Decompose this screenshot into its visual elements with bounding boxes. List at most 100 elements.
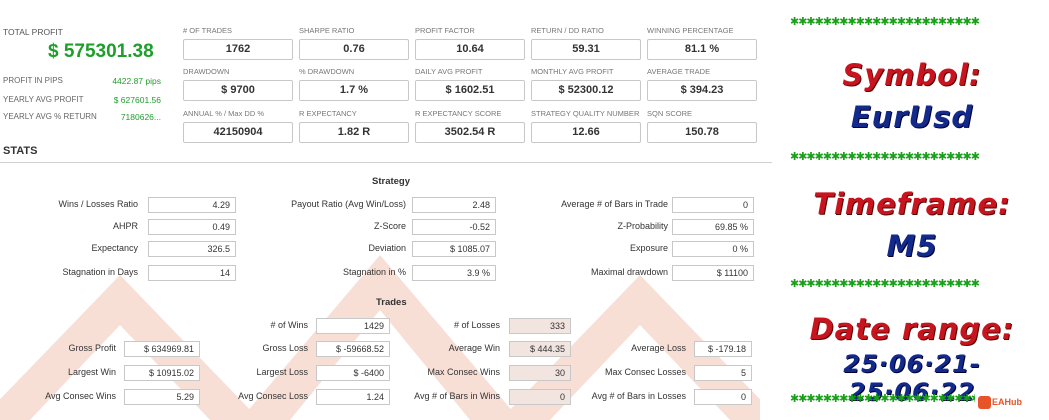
trade-label: Max Consec Losses bbox=[604, 367, 686, 377]
stat-label: Average # of Bars in Trade bbox=[561, 199, 668, 209]
trade-label: Avg # of Bars in Losses bbox=[591, 391, 686, 401]
symbol-value: EurUsd bbox=[850, 100, 974, 134]
metric-card: R EXPECTANCY 1.82 R bbox=[299, 109, 409, 143]
stat-value: 69.85 % bbox=[672, 219, 754, 235]
metric-label: DRAWDOWN bbox=[183, 67, 230, 76]
eahub-logo-icon bbox=[978, 396, 991, 409]
total-profit-value: $ 575301.38 bbox=[48, 41, 154, 62]
metric-label: % DRAWDOWN bbox=[299, 67, 355, 76]
timeframe-label: Timeframe: bbox=[813, 187, 1011, 221]
trade-value: $ 444.35 bbox=[509, 341, 571, 357]
trade-label: Avg # of Bars in Wins bbox=[414, 391, 500, 401]
trade-label: Largest Win bbox=[67, 367, 116, 377]
stat-value: 4.29 bbox=[148, 197, 236, 213]
trade-value: 5.29 bbox=[124, 389, 200, 405]
summary-row-label: YEARLY AVG PROFIT bbox=[3, 95, 84, 104]
metric-card: # OF TRADES 1762 bbox=[183, 26, 293, 60]
stat-label: Exposure bbox=[629, 243, 668, 253]
trade-value: 0 bbox=[694, 389, 752, 405]
summary-row-value: 7180626... bbox=[120, 112, 161, 122]
stars-divider: ✱✱✱✱✱✱✱✱✱✱✱✱✱✱✱✱✱✱✱✱✱✱✱ bbox=[790, 150, 980, 162]
stat-label: Maximal drawdown bbox=[590, 267, 668, 277]
metric-value: 150.78 bbox=[647, 122, 757, 143]
metric-card: R EXPECTANCY SCORE 3502.54 R bbox=[415, 109, 525, 143]
metric-value: 12.66 bbox=[531, 122, 641, 143]
metric-label: WINNING PERCENTAGE bbox=[647, 26, 734, 35]
metric-label: MONTHLY AVG PROFIT bbox=[531, 67, 614, 76]
trade-value: $ 10915.02 bbox=[124, 365, 200, 381]
metric-label: # OF TRADES bbox=[183, 26, 233, 35]
metric-card: % DRAWDOWN 1.7 % bbox=[299, 67, 409, 101]
strategy-title: Strategy bbox=[372, 176, 411, 187]
symbol-label: Symbol: bbox=[842, 58, 982, 92]
metric-value: $ 1602.51 bbox=[415, 80, 525, 101]
num-wins-value: 1429 bbox=[316, 318, 390, 334]
metric-value: 42150904 bbox=[183, 122, 293, 143]
summary-row: YEARLY AVG PROFIT $ 627601.56 bbox=[3, 95, 161, 105]
metric-card: SHARPE RATIO 0.76 bbox=[299, 26, 409, 60]
summary-row-label: PROFIT IN PIPS bbox=[3, 76, 63, 85]
stat-value: $ 11100 bbox=[672, 265, 754, 281]
metric-label: DAILY AVG PROFIT bbox=[415, 67, 483, 76]
trade-value: 0 bbox=[509, 389, 571, 405]
stars-divider: ✱✱✱✱✱✱✱✱✱✱✱✱✱✱✱✱✱✱✱✱✱✱✱ bbox=[790, 277, 980, 289]
metric-value: 81.1 % bbox=[647, 39, 757, 60]
stat-value: 14 bbox=[148, 265, 236, 281]
metric-label: SHARPE RATIO bbox=[299, 26, 355, 35]
stat-value: 3.9 % bbox=[412, 265, 496, 281]
metric-value: 59.31 bbox=[531, 39, 641, 60]
trade-label: Gross Profit bbox=[68, 343, 116, 353]
summary-row-value: 4422.87 pips bbox=[112, 76, 161, 86]
metric-card: DRAWDOWN $ 9700 bbox=[183, 67, 293, 101]
total-profit-label: TOTAL PROFIT bbox=[3, 27, 63, 37]
metric-card: SQN SCORE 150.78 bbox=[647, 109, 757, 143]
trade-label: Avg Consec Wins bbox=[45, 391, 116, 401]
stat-label: Wins / Losses Ratio bbox=[58, 199, 138, 209]
trade-label: Average Loss bbox=[631, 343, 686, 353]
num-losses-label: # of Losses bbox=[453, 320, 500, 330]
summary-row: PROFIT IN PIPS 4422.87 pips bbox=[3, 76, 161, 86]
metric-label: R EXPECTANCY SCORE bbox=[415, 109, 502, 118]
metric-card: AVERAGE TRADE $ 394.23 bbox=[647, 67, 757, 101]
stat-label: AHPR bbox=[112, 221, 138, 231]
metric-value: $ 52300.12 bbox=[531, 80, 641, 101]
metric-value: 1.7 % bbox=[299, 80, 409, 101]
metric-value: 3502.54 R bbox=[415, 122, 525, 143]
trade-label: Average Win bbox=[448, 343, 500, 353]
metric-card: WINNING PERCENTAGE 81.1 % bbox=[647, 26, 757, 60]
metric-value: $ 394.23 bbox=[647, 80, 757, 101]
trade-value: 5 bbox=[694, 365, 752, 381]
stat-value: 0 bbox=[672, 197, 754, 213]
stat-label: Payout Ratio (Avg Win/Loss) bbox=[291, 199, 406, 209]
num-wins-label: # of Wins bbox=[270, 320, 308, 330]
metric-card: DAILY AVG PROFIT $ 1602.51 bbox=[415, 67, 525, 101]
stat-label: Z-Probability bbox=[617, 221, 668, 231]
metric-card: ANNUAL % / Max DD % 42150904 bbox=[183, 109, 293, 143]
metric-value: 0.76 bbox=[299, 39, 409, 60]
stat-value: $ 1085.07 bbox=[412, 241, 496, 257]
metric-value: 10.64 bbox=[415, 39, 525, 60]
timeframe-value: M5 bbox=[886, 229, 938, 263]
metric-label: STRATEGY QUALITY NUMBER bbox=[531, 109, 640, 118]
stat-value: 2.48 bbox=[412, 197, 496, 213]
stat-value: 0 % bbox=[672, 241, 754, 257]
trade-value: $ -59668.52 bbox=[316, 341, 390, 357]
trades-title: Trades bbox=[376, 297, 407, 308]
metric-card: RETURN / DD RATIO 59.31 bbox=[531, 26, 641, 60]
divider bbox=[0, 162, 772, 163]
trade-label: Max Consec Wins bbox=[427, 367, 500, 377]
metric-label: R EXPECTANCY bbox=[299, 109, 357, 118]
stat-value: -0.52 bbox=[412, 219, 496, 235]
summary-row-label: YEARLY AVG % RETURN bbox=[3, 112, 97, 121]
stat-value: 0.49 bbox=[148, 219, 236, 235]
stats-heading: STATS bbox=[3, 145, 38, 157]
metric-card: PROFIT FACTOR 10.64 bbox=[415, 26, 525, 60]
stat-label: Stagnation in Days bbox=[62, 267, 138, 277]
num-losses-value: 333 bbox=[509, 318, 571, 334]
metric-label: SQN SCORE bbox=[647, 109, 693, 118]
trade-label: Gross Loss bbox=[262, 343, 308, 353]
metric-label: AVERAGE TRADE bbox=[647, 67, 711, 76]
metric-card: MONTHLY AVG PROFIT $ 52300.12 bbox=[531, 67, 641, 101]
metric-card: STRATEGY QUALITY NUMBER 12.66 bbox=[531, 109, 641, 143]
